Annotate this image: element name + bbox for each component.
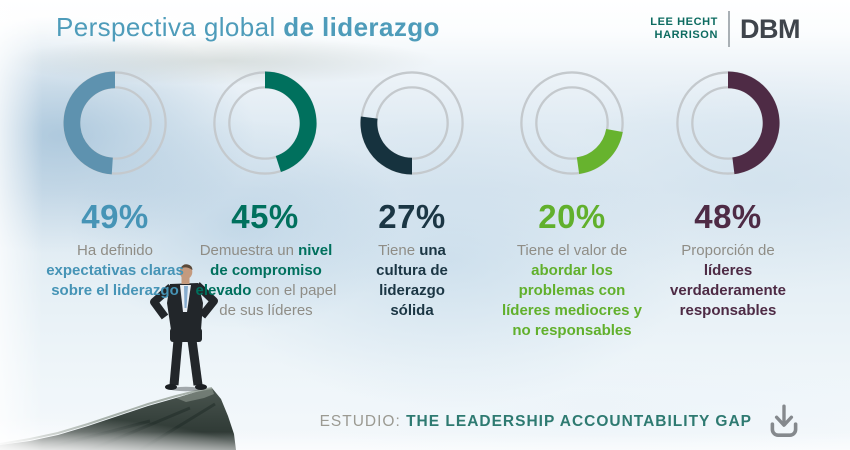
study-caption-label: ESTUDIO: <box>319 413 407 430</box>
stat-card: 48% Proporción de líderes verdaderamente… <box>650 70 806 321</box>
stat-card: 45% Demuestra un nivel de compromiso ele… <box>190 70 340 321</box>
stat-description: Ha definido expectativas claras sobre el… <box>44 241 186 301</box>
download-icon <box>770 404 798 437</box>
donut-chart <box>520 71 624 175</box>
stat-percent: 20% <box>538 198 606 235</box>
stat-card: 20% Tiene el valor de abordar los proble… <box>495 70 649 341</box>
stat-description-prefix: Tiene el valor de <box>516 242 628 259</box>
donut-chart <box>213 71 317 175</box>
stat-description: Proporción de líderes verdaderamente res… <box>662 241 794 321</box>
donut-chart <box>360 71 464 175</box>
stat-card: 27% Tiene una cultura de liderazgo sólid… <box>337 70 487 321</box>
stat-percent: 48% <box>694 198 762 235</box>
stat-description-bold: abordar los problemas con líderes medioc… <box>501 262 643 339</box>
study-caption-title: THE LEADERSHIP ACCOUNTABILITY GAP <box>406 413 752 430</box>
donut-arc <box>264 71 317 172</box>
logo-line1: LEE HECHT <box>650 16 718 28</box>
page-title-bold: de liderazgo <box>283 12 440 42</box>
stat-description-suffix: con el papel de sus líderes <box>219 282 337 319</box>
donut-arc <box>63 71 116 175</box>
stat-percent: 45% <box>231 198 299 235</box>
stat-description: Tiene una cultura de liderazgo sólida <box>356 241 468 321</box>
donut-arc <box>576 128 623 174</box>
study-caption: ESTUDIO: THE LEADERSHIP ACCOUNTABILITY G… <box>320 413 752 431</box>
stat-cards-row: 49% Ha definido expectativas claras sobr… <box>0 70 850 339</box>
donut-track-outer <box>520 71 624 175</box>
stat-description-prefix: Tiene <box>378 242 420 259</box>
stat-description-prefix: Demuestra un <box>199 242 299 259</box>
brand-logo: LEE HECHT HARRISON DBM <box>650 11 801 47</box>
donut-chart <box>63 71 167 175</box>
stat-description-bold: expectativas claras sobre el liderazgo <box>46 262 184 299</box>
stat-description-bold: líderes verdaderamente responsables <box>670 262 786 319</box>
stat-percent: 27% <box>378 198 446 235</box>
page-title: Perspectiva global de liderazgo <box>56 12 440 43</box>
stat-description: Demuestra un nivel de compromiso elevado… <box>190 241 342 321</box>
donut-chart <box>676 71 780 175</box>
stat-percent: 49% <box>81 198 149 235</box>
stat-description-bold: nivel de compromiso elevado <box>195 242 333 299</box>
stat-card: 49% Ha definido expectativas claras sobr… <box>40 70 190 301</box>
stat-description-prefix: Proporción de <box>681 242 775 259</box>
dbm-logo: DBM <box>740 13 801 44</box>
download-button[interactable] <box>764 402 804 442</box>
logo-divider <box>728 11 730 47</box>
donut-track-inner <box>535 86 609 160</box>
donut-arc <box>360 116 413 175</box>
stat-description-prefix: Ha definido <box>77 242 153 259</box>
footer: ESTUDIO: THE LEADERSHIP ACCOUNTABILITY G… <box>320 402 804 442</box>
lee-hecht-harrison-logo: LEE HECHT HARRISON <box>650 16 718 42</box>
stat-description: Tiene el valor de abordar los problemas … <box>497 241 647 341</box>
logo-line2: HARRISON <box>654 29 718 41</box>
stat-description-bold: una cultura de liderazgo sólida <box>376 242 448 319</box>
donut-arc <box>727 71 780 175</box>
page-title-regular: Perspectiva global <box>56 12 284 42</box>
